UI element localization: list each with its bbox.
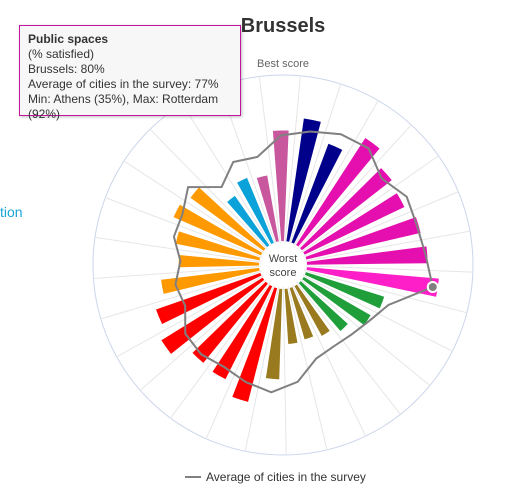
grid-spoke: [100, 270, 263, 320]
grid-spoke: [297, 124, 412, 250]
grid-spoke: [282, 286, 287, 455]
grid-spoke: [304, 270, 468, 314]
bar[interactable]: [284, 288, 298, 344]
average-line: [172, 130, 434, 394]
bar[interactable]: [305, 217, 421, 260]
tooltip-city-value: Brussels: 80%: [28, 62, 105, 76]
bar[interactable]: [161, 267, 260, 294]
bar[interactable]: [272, 130, 289, 242]
grid-spoke: [258, 76, 281, 244]
bar[interactable]: [237, 177, 274, 245]
grid-spoke: [299, 278, 431, 386]
grid-spoke: [304, 265, 473, 273]
tooltip: Public spaces (% satisfied) Brussels: 80…: [19, 25, 241, 121]
bar[interactable]: [306, 246, 428, 265]
grid-spoke: [289, 83, 342, 245]
grid-spoke: [139, 279, 267, 391]
bar[interactable]: [300, 168, 392, 251]
center-hole: [261, 243, 305, 287]
center-label-worst: Worst: [269, 253, 298, 265]
chart-title: Brussels: [241, 15, 326, 37]
bar[interactable]: [294, 284, 330, 336]
bar[interactable]: [289, 287, 314, 340]
average-marker[interactable]: [426, 280, 439, 293]
bar[interactable]: [190, 187, 266, 251]
bar[interactable]: [303, 193, 405, 255]
grid-spoke: [300, 155, 439, 253]
grid-spoke: [149, 128, 268, 250]
grid-spoke: [303, 191, 459, 257]
bar[interactable]: [156, 272, 262, 325]
grid-spoke: [293, 100, 379, 247]
grid-spoke: [304, 230, 471, 262]
best-score-label: Best score: [257, 58, 309, 70]
center-label-score: score: [270, 267, 297, 279]
bar[interactable]: [265, 288, 283, 380]
side-category-label: tion: [0, 204, 23, 220]
bar[interactable]: [227, 195, 270, 248]
grid-spoke: [284, 75, 301, 244]
legend[interactable]: Average of cities in the survey: [185, 470, 366, 484]
bar[interactable]: [302, 276, 371, 326]
bar[interactable]: [296, 137, 380, 247]
grid-spoke: [296, 281, 401, 415]
bar-highlighted[interactable]: [306, 267, 439, 297]
bar[interactable]: [175, 231, 261, 261]
tooltip-unit: (% satisfied): [28, 47, 95, 61]
bar[interactable]: [232, 287, 278, 402]
grid-spoke: [116, 275, 264, 358]
legend-label[interactable]: Average of cities in the survey: [206, 470, 366, 484]
grid-spoke: [123, 160, 265, 254]
bar[interactable]: [291, 143, 343, 244]
tooltip-title: Public spaces: [28, 32, 109, 46]
tooltip-average-value: Average of cities in the survey: 77%: [28, 77, 219, 91]
bar[interactable]: [192, 281, 268, 363]
bar[interactable]: [178, 255, 260, 268]
grid-spoke: [292, 284, 367, 437]
bar[interactable]: [286, 118, 321, 242]
bar[interactable]: [304, 272, 385, 309]
bar[interactable]: [298, 281, 348, 332]
outer-grid-circle: [92, 74, 474, 456]
bar[interactable]: [256, 175, 279, 243]
grid-spoke: [244, 286, 280, 452]
bar-group: [156, 118, 439, 402]
average-line-group: [172, 130, 439, 394]
grid-spoke: [170, 282, 271, 419]
polar-grid: [92, 74, 474, 456]
tooltip-min-max: Min: Athens (35%), Max: Rotterdam (92%): [28, 92, 219, 121]
grid-spoke: [105, 197, 263, 258]
bar[interactable]: [173, 204, 263, 256]
grid-spoke: [205, 284, 275, 439]
bar[interactable]: [212, 285, 273, 380]
